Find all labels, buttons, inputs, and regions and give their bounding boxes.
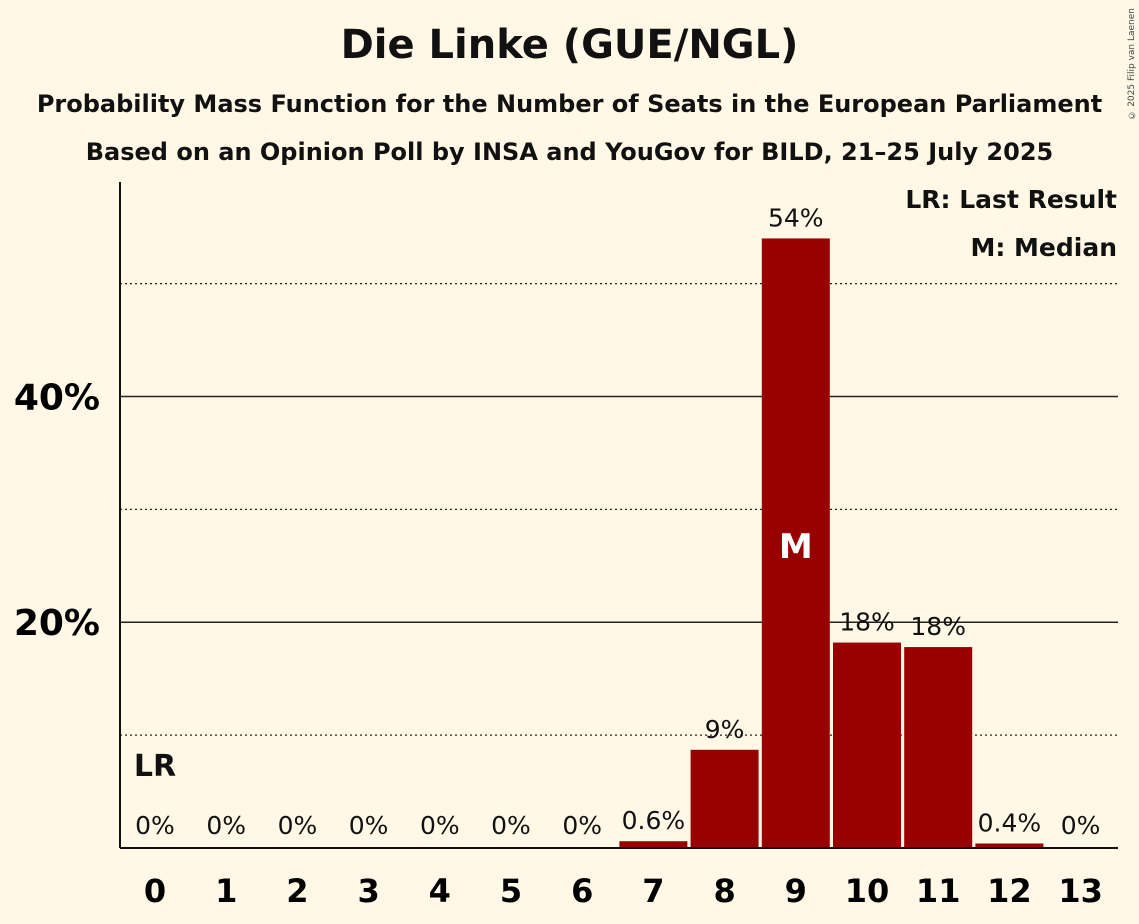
x-tick-label: 3 (357, 872, 379, 910)
bar-value-label: 0% (1061, 811, 1101, 840)
bar-value-label: 0% (420, 811, 460, 840)
bar-value-label: 0% (562, 811, 602, 840)
bar-value-label: 18% (839, 608, 895, 637)
bar (975, 843, 1044, 848)
bar-value-label: 0% (491, 811, 531, 840)
bar (690, 749, 759, 848)
x-tick-label: 13 (1058, 872, 1103, 910)
bar-value-label: 0% (349, 811, 389, 840)
bar (761, 238, 830, 848)
x-tick-label: 5 (500, 872, 522, 910)
x-tick-label: 1 (215, 872, 237, 910)
bar-value-label: 0% (135, 811, 175, 840)
median-marker: M (779, 527, 813, 567)
bar (904, 647, 973, 848)
y-tick-label: 20% (14, 603, 100, 644)
x-tick-label: 4 (429, 872, 451, 910)
chart-source: Based on an Opinion Poll by INSA and You… (85, 138, 1054, 166)
chart-title: Die Linke (GUE/NGL) (340, 22, 799, 68)
x-tick-label: 6 (571, 872, 593, 910)
legend-last-result: LR: Last Result (905, 185, 1117, 214)
x-tick-label: 2 (286, 872, 308, 910)
x-tick-label: 7 (642, 872, 664, 910)
legend-median: M: Median (970, 233, 1117, 262)
x-tick-label: 8 (713, 872, 735, 910)
bar-value-label: 0.4% (978, 808, 1042, 837)
chart-subtitle: Probability Mass Function for the Number… (36, 90, 1103, 118)
y-tick-label: 40% (14, 377, 100, 418)
last-result-marker: LR (134, 749, 176, 784)
x-tick-label: 0 (144, 872, 166, 910)
bar (833, 642, 901, 848)
bar-value-label: 0% (278, 811, 318, 840)
x-tick-label: 11 (916, 872, 961, 910)
bar-value-label: 9% (705, 715, 745, 744)
bar-value-label: 54% (768, 203, 824, 232)
bar-value-label: 0.6% (622, 806, 686, 835)
x-tick-label: 12 (987, 872, 1032, 910)
x-tick-label: 10 (845, 872, 890, 910)
bar (619, 841, 688, 848)
bar-value-label: 0% (206, 811, 246, 840)
x-tick-label: 9 (785, 872, 807, 910)
bar-value-label: 18% (910, 612, 966, 641)
